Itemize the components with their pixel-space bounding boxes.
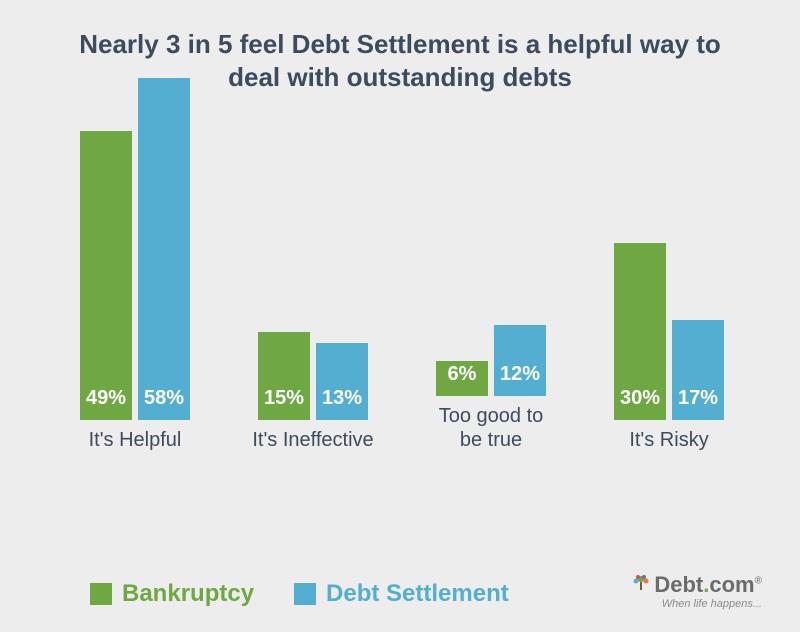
legend-item-settlement: Debt Settlement: [294, 580, 509, 608]
legend-swatch-bankruptcy: [90, 583, 112, 605]
bar-group-2: 6% 12% Too good to be true: [426, 54, 556, 452]
bar-group-1: 15% 13% It's Ineffective: [248, 78, 378, 452]
logo-text: Debt.com®: [630, 572, 762, 600]
bar-group-0: 49% 58% It's Helpful: [70, 78, 200, 452]
category-label: It's Helpful: [70, 428, 200, 452]
bar-bankruptcy-1: 15%: [258, 332, 310, 420]
bar-settlement-0: 58%: [138, 78, 190, 420]
bar-bankruptcy-0: 49%: [80, 131, 132, 420]
brand-logo: Debt.com® When life happens...: [630, 572, 762, 610]
bar-value-label: 49%: [80, 387, 132, 420]
bar-value-label: 17%: [672, 387, 724, 420]
bar-settlement-3: 17%: [672, 320, 724, 420]
bar-bankruptcy-3: 30%: [614, 243, 666, 420]
category-label: Too good to be true: [426, 404, 556, 452]
legend-item-bankruptcy: Bankruptcy: [90, 580, 254, 608]
bar-value-label: 13%: [316, 387, 368, 420]
bar-value-label: 6%: [436, 363, 488, 396]
category-label: It's Ineffective: [248, 428, 378, 452]
legend-label: Debt Settlement: [326, 580, 509, 608]
bar-value-label: 15%: [258, 387, 310, 420]
category-label: It's Risky: [604, 428, 734, 452]
tree-icon: [630, 572, 652, 600]
chart-legend: Bankruptcy Debt Settlement: [90, 580, 509, 608]
legend-swatch-settlement: [294, 583, 316, 605]
bar-bankruptcy-2: 6%: [436, 361, 488, 396]
legend-label: Bankruptcy: [122, 580, 254, 608]
chart-plot-area: 49% 58% It's Helpful 15% 13% It's Ineffe…: [70, 110, 730, 490]
bar-value-label: 58%: [138, 387, 190, 420]
bar-group-3: 30% 17% It's Risky: [604, 78, 734, 452]
bar-settlement-1: 13%: [316, 343, 368, 420]
bar-settlement-2: 12%: [494, 325, 546, 396]
bar-value-label: 12%: [494, 363, 546, 396]
bar-value-label: 30%: [614, 387, 666, 420]
